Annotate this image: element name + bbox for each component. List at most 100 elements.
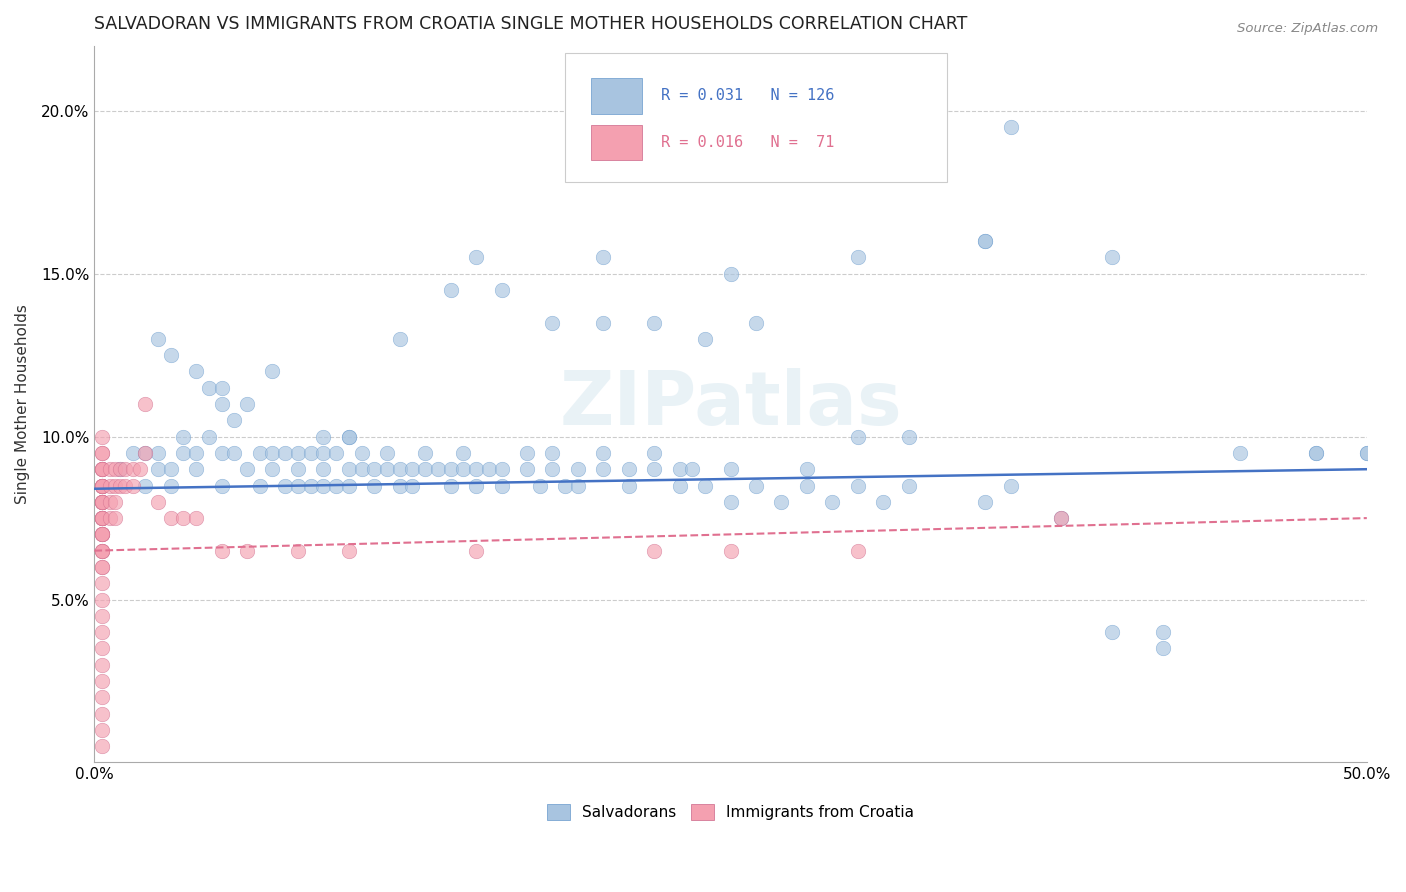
Point: [91, 495, 114, 509]
Point: [91, 527, 114, 541]
Point: [363, 478, 385, 492]
Point: [491, 478, 513, 492]
Point: [1152, 641, 1174, 656]
Point: [516, 462, 538, 476]
Point: [262, 364, 284, 378]
Text: SALVADORAN VS IMMIGRANTS FROM CROATIA SINGLE MOTHER HOUSEHOLDS CORRELATION CHART: SALVADORAN VS IMMIGRANTS FROM CROATIA SI…: [94, 15, 967, 33]
Point: [337, 429, 360, 443]
Point: [104, 511, 127, 525]
Text: ZIPatlas: ZIPatlas: [560, 368, 901, 441]
Point: [159, 348, 181, 362]
Point: [91, 511, 114, 525]
Point: [98, 495, 121, 509]
Point: [1152, 625, 1174, 640]
Point: [91, 657, 114, 672]
Point: [388, 478, 411, 492]
Point: [643, 316, 665, 330]
Point: [91, 527, 114, 541]
Point: [821, 495, 844, 509]
Point: [211, 478, 233, 492]
Point: [211, 397, 233, 411]
Point: [401, 462, 423, 476]
Point: [974, 234, 997, 248]
Point: [91, 511, 114, 525]
Point: [114, 462, 136, 476]
Point: [134, 397, 156, 411]
Point: [91, 495, 114, 509]
Point: [681, 462, 703, 476]
Point: [897, 478, 920, 492]
Point: [262, 462, 284, 476]
Point: [770, 495, 793, 509]
Point: [453, 446, 475, 460]
Point: [350, 462, 373, 476]
Point: [91, 673, 114, 688]
Point: [1000, 478, 1022, 492]
Point: [91, 543, 114, 558]
Point: [91, 543, 114, 558]
Point: [541, 446, 564, 460]
Point: [108, 478, 131, 492]
FancyBboxPatch shape: [591, 125, 641, 161]
Point: [98, 511, 121, 525]
Point: [172, 511, 194, 525]
Point: [541, 462, 564, 476]
Point: [1305, 446, 1327, 460]
Point: [491, 283, 513, 297]
Point: [91, 478, 114, 492]
Point: [121, 446, 143, 460]
Point: [453, 462, 475, 476]
Point: [91, 446, 114, 460]
Point: [91, 478, 114, 492]
Point: [745, 316, 768, 330]
Point: [491, 462, 513, 476]
Point: [846, 543, 869, 558]
Point: [91, 706, 114, 721]
Point: [465, 462, 488, 476]
Point: [668, 478, 690, 492]
Point: [146, 332, 169, 346]
Point: [146, 462, 169, 476]
Point: [91, 462, 114, 476]
Point: [668, 462, 690, 476]
Text: Source: ZipAtlas.com: Source: ZipAtlas.com: [1237, 22, 1378, 36]
Point: [426, 462, 449, 476]
Point: [796, 478, 818, 492]
Point: [325, 478, 347, 492]
Point: [134, 478, 156, 492]
Point: [465, 478, 488, 492]
Point: [91, 478, 114, 492]
Point: [91, 625, 114, 640]
Point: [91, 739, 114, 753]
Point: [91, 462, 114, 476]
Text: R = 0.031   N = 126: R = 0.031 N = 126: [661, 88, 834, 103]
Point: [146, 495, 169, 509]
Point: [287, 478, 309, 492]
Point: [104, 462, 127, 476]
Point: [91, 576, 114, 591]
Point: [846, 251, 869, 265]
Point: [186, 511, 208, 525]
Point: [337, 429, 360, 443]
Point: [720, 543, 742, 558]
Point: [121, 478, 143, 492]
Point: [146, 446, 169, 460]
Point: [388, 332, 411, 346]
Point: [312, 462, 335, 476]
Point: [134, 446, 156, 460]
Point: [1229, 446, 1251, 460]
Point: [236, 397, 259, 411]
Point: [198, 429, 221, 443]
Point: [108, 462, 131, 476]
Point: [98, 462, 121, 476]
Point: [592, 316, 614, 330]
FancyBboxPatch shape: [565, 53, 946, 182]
Point: [350, 446, 373, 460]
Text: R = 0.016   N =  71: R = 0.016 N = 71: [661, 135, 834, 150]
Point: [401, 478, 423, 492]
Point: [236, 543, 259, 558]
Point: [91, 543, 114, 558]
Point: [98, 478, 121, 492]
Point: [299, 446, 322, 460]
Point: [312, 478, 335, 492]
